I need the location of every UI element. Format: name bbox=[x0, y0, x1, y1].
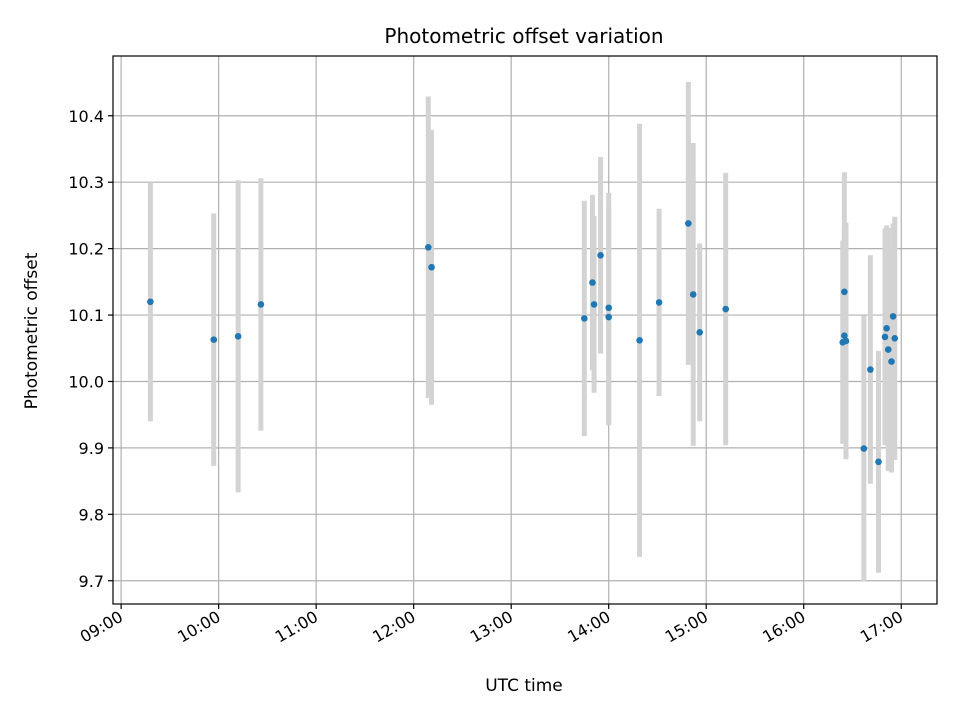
data-point bbox=[860, 445, 868, 452]
data-point bbox=[881, 333, 889, 341]
y-tick-label: 10.2 bbox=[68, 240, 104, 259]
data-points bbox=[147, 220, 899, 466]
data-point bbox=[605, 313, 613, 321]
data-point bbox=[889, 313, 897, 320]
data-point bbox=[590, 301, 598, 308]
y-tick-label: 9.9 bbox=[79, 439, 104, 458]
y-axis-ticks: 9.7 9.8 9.9 10.0 10.1 10.2 10.3 10.4 bbox=[68, 107, 113, 591]
data-point bbox=[722, 305, 730, 313]
data-point bbox=[597, 251, 604, 259]
data-point bbox=[841, 332, 848, 339]
data-point bbox=[424, 244, 432, 251]
data-point bbox=[884, 346, 892, 353]
data-point bbox=[841, 288, 848, 296]
data-point bbox=[428, 263, 435, 271]
data-point bbox=[875, 458, 882, 466]
data-point bbox=[867, 366, 874, 373]
y-axis-label: Photometric offset bbox=[22, 252, 42, 409]
data-point bbox=[689, 291, 697, 298]
data-point bbox=[696, 329, 704, 336]
y-tick-label: 9.7 bbox=[79, 572, 104, 591]
data-point bbox=[210, 336, 218, 343]
data-point bbox=[636, 336, 643, 344]
data-point bbox=[842, 337, 850, 345]
data-point bbox=[589, 279, 596, 286]
data-point bbox=[888, 358, 895, 365]
data-point bbox=[147, 298, 154, 306]
data-point bbox=[234, 333, 242, 340]
data-point bbox=[685, 220, 692, 227]
data-point bbox=[257, 301, 265, 308]
y-tick-label: 10.1 bbox=[68, 306, 104, 325]
y-tick-label: 10.3 bbox=[68, 173, 104, 192]
y-tick-label: 10.4 bbox=[68, 107, 104, 126]
plot-frame bbox=[112, 55, 938, 605]
x-axis-label: UTC time bbox=[485, 676, 563, 696]
y-tick-label: 9.8 bbox=[79, 505, 104, 524]
data-point bbox=[581, 315, 588, 322]
data-point bbox=[891, 335, 899, 342]
data-point bbox=[655, 299, 663, 306]
data-point bbox=[605, 304, 613, 312]
data-point bbox=[883, 325, 890, 332]
chart-title: Photometric offset variation bbox=[384, 24, 663, 48]
y-tick-label: 10.0 bbox=[68, 372, 104, 391]
